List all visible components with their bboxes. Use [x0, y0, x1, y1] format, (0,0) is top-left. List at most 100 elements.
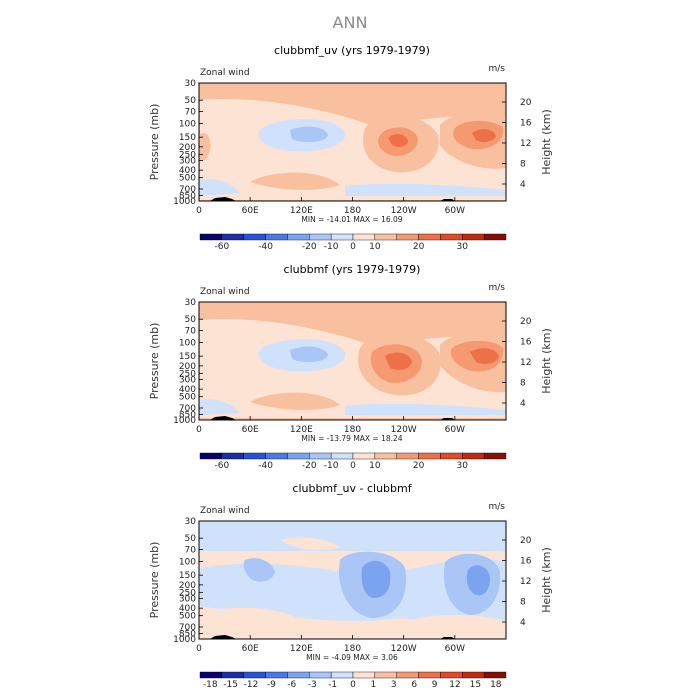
colorbar-label: 0 — [350, 461, 356, 471]
colorbar-label: 30 — [457, 461, 469, 471]
height-tick-label: 16 — [520, 119, 532, 129]
colorbar-label: 30 — [457, 242, 469, 252]
contour-region — [250, 172, 340, 190]
colorbar-swatch — [483, 671, 507, 679]
colorbar-swatch — [462, 452, 485, 460]
colorbar-swatch — [330, 452, 354, 460]
min-max-label: MIN = -13.79 MAX = 18.24 — [301, 434, 402, 443]
y-tick-label: 200 — [179, 581, 196, 591]
plot-area — [199, 83, 506, 201]
colorbar-swatch — [418, 452, 441, 460]
x-tick-label: 60W — [445, 644, 465, 654]
height-tick-label: 12 — [520, 577, 531, 587]
min-max-label: MIN = -14.01 MAX = 16.09 — [301, 215, 402, 224]
colorbar-swatch — [483, 452, 507, 460]
colorbar-label: 20 — [413, 461, 425, 471]
colorbar-swatch — [243, 671, 266, 679]
topography — [210, 197, 236, 201]
y-tick-label: 1000 — [173, 635, 196, 645]
colorbar-swatch — [287, 233, 310, 241]
height-tick-label: 8 — [520, 598, 526, 608]
height-tick-label: 4 — [520, 618, 526, 628]
y-tick-label: 70 — [185, 108, 197, 118]
contour-region — [200, 179, 240, 196]
contour-region — [466, 565, 490, 596]
height-tick-label: 20 — [520, 98, 532, 108]
y-tick-label: 150 — [179, 571, 196, 581]
y-tick-label: 250 — [179, 150, 196, 160]
y-tick-label: 50 — [185, 534, 197, 544]
y-tick-label: 150 — [179, 352, 196, 362]
y-tick-label: 1000 — [173, 416, 196, 426]
colorbar-swatch — [396, 671, 419, 679]
x-tick-label: 120E — [290, 425, 313, 435]
y-tick-label: 50 — [185, 96, 197, 106]
colorbar-swatch — [396, 233, 419, 241]
colorbar-label: -10 — [324, 242, 339, 252]
x-tick-label: 60E — [242, 425, 259, 435]
colorbar-swatch — [374, 233, 397, 241]
colorbar-swatch — [265, 233, 288, 241]
y-tick-label: 500 — [179, 393, 196, 403]
colorbar-label: 15 — [470, 680, 481, 690]
y-tick-label: 200 — [179, 362, 196, 372]
height-tick-label: 20 — [520, 536, 532, 546]
y-tick-label: 30 — [185, 517, 197, 527]
colorbar-swatch — [243, 452, 266, 460]
height-tick-label: 4 — [520, 399, 526, 409]
colorbar-label: -6 — [287, 680, 296, 690]
y-tick-label: 400 — [179, 385, 196, 395]
y-tick-label: 100 — [179, 120, 196, 130]
height-tick-label: 12 — [520, 358, 531, 368]
colorbar-label: -12 — [244, 680, 259, 690]
height-tick-label: 12 — [520, 139, 531, 149]
y-tick-label: 300 — [179, 375, 196, 385]
colorbar-swatch — [352, 452, 376, 460]
panel-title: clubbmf (yrs 1979-1979) — [284, 263, 421, 276]
colorbar-swatch — [287, 671, 310, 679]
y-tick-label: 30 — [185, 79, 197, 89]
y-tick-label: 100 — [179, 339, 196, 349]
y-tick-label: 1000 — [173, 197, 196, 207]
colorbar-label: 10 — [369, 461, 381, 471]
colorbar-swatch — [418, 671, 441, 679]
colorbar-swatch — [483, 233, 507, 241]
colorbar-label: 6 — [411, 680, 417, 690]
colorbar-swatch — [374, 452, 397, 460]
y-tick-label: 700 — [179, 404, 196, 414]
colorbar-swatch — [309, 452, 332, 460]
contour-region — [472, 129, 496, 143]
x-tick-label: 120E — [290, 206, 313, 216]
contour-region — [345, 183, 505, 196]
colorbar-label: -60 — [215, 242, 230, 252]
y-tick-label: 700 — [179, 185, 196, 195]
y-tick-label: 300 — [179, 594, 196, 604]
height-tick-label: 20 — [520, 317, 532, 327]
contour-region — [410, 614, 506, 636]
topography — [210, 416, 236, 420]
contour-region — [250, 392, 340, 410]
y-axis-title-right: Height (km) — [540, 328, 553, 394]
x-tick-label: 60E — [242, 644, 259, 654]
colorbar-swatch — [309, 671, 332, 679]
colorbar-swatch — [199, 671, 223, 679]
contour-region — [290, 126, 328, 143]
contour-region — [290, 346, 328, 363]
colorbar-swatch — [265, 671, 288, 679]
y-tick-label: 850 — [179, 192, 196, 202]
min-max-label: MIN = -4.09 MAX = 3.06 — [306, 653, 398, 662]
colorbar-swatch — [352, 233, 376, 241]
colorbar-label: -20 — [302, 242, 317, 252]
colorbar-label: -60 — [215, 461, 230, 471]
y-tick-label: 500 — [179, 612, 196, 622]
chart-panel-2: clubbmf (yrs 1979-1979) Zonal wind m/s 30 50… — [148, 263, 553, 471]
y-axis-title-right: Height (km) — [540, 109, 553, 175]
colorbar-label: -1 — [328, 680, 337, 690]
x-tick-label: 60W — [445, 206, 465, 216]
colorbar-swatch — [221, 452, 244, 460]
field-label: Zonal wind — [200, 287, 250, 297]
field-label: Zonal wind — [200, 68, 250, 78]
x-tick-label: 0 — [196, 206, 202, 216]
contour-region — [200, 521, 506, 552]
